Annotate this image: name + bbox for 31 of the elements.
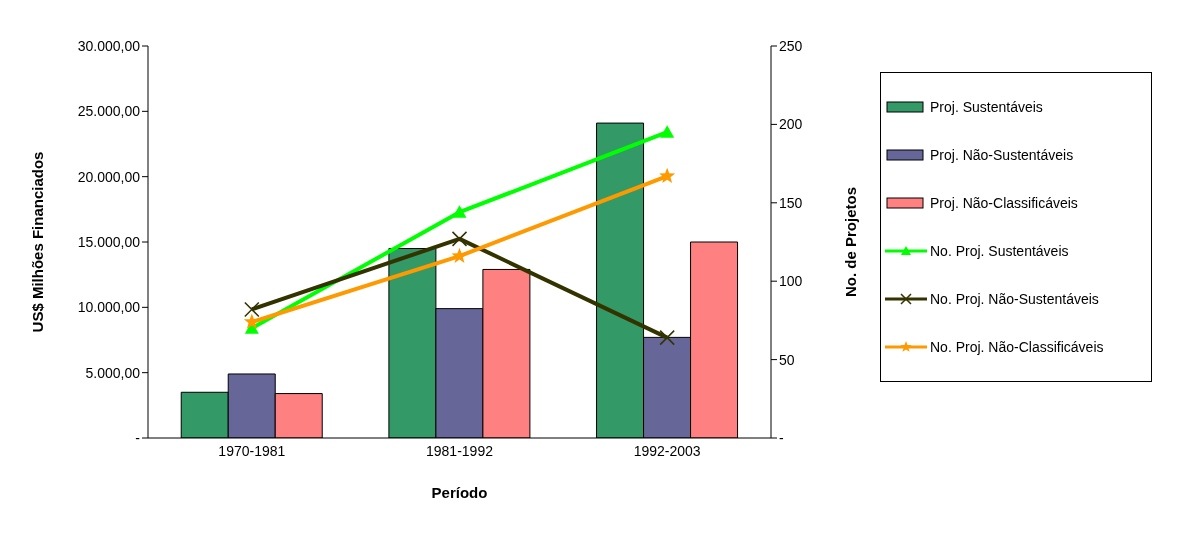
y2-axis-title: No. de Projetos [842,186,860,298]
y2-tick-label: 200 [779,116,803,133]
point [660,125,675,138]
legend-label: Proj. Sustentáveis [930,99,1043,115]
x-tick-label: 1992-2003 [633,442,701,459]
point [659,329,675,346]
y-tick-label: 30.000,00 [77,37,141,54]
x-axis-title: Período [431,484,488,501]
y2-tick-label: 50 [779,351,795,368]
y2-tick-label: 250 [779,37,803,54]
point [452,205,467,218]
point [244,301,260,318]
y-tick-label: 20.000,00 [77,168,141,185]
y2-tick-label: 100 [779,273,803,290]
legend-label: No. Proj. Não-Classificáveis [930,339,1104,355]
y-tick-label: 15.000,00 [77,233,141,250]
y-tick-label: - [135,429,141,446]
x-tick-label: 1970-1981 [218,442,286,459]
legend-label: Proj. Não-Sustentáveis [930,147,1074,163]
y2-tick-label: - [779,429,784,446]
y-tick-label: 5.000,00 [85,364,141,381]
legend-label: Proj. Não-Classificáveis [930,195,1078,211]
y2-tick-label: 150 [779,194,803,211]
point [659,167,676,183]
y-axis-title: US$ Milhões Financiados [29,151,47,333]
legend-label: No. Proj. Não-Sustentáveis [930,291,1099,307]
legend-label: No. Proj. Sustentáveis [930,243,1069,259]
x-tick-label: 1981-1992 [426,442,494,459]
point [451,231,468,247]
y-tick-label: 10.000,00 [77,299,141,316]
y-tick-label: 25.000,00 [77,103,141,120]
